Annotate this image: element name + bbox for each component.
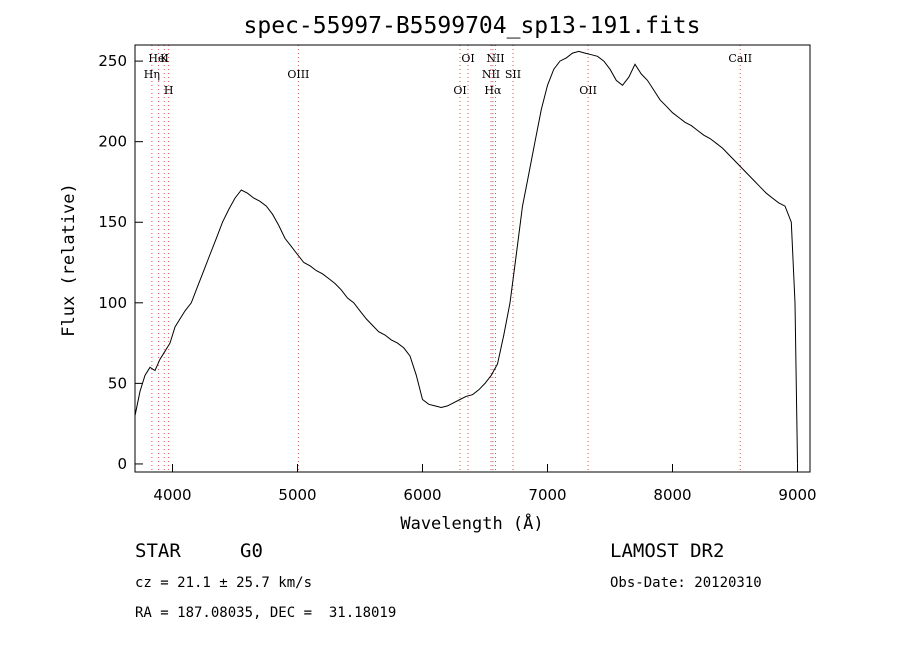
y-tick-label-1: 50 <box>108 374 127 392</box>
y-tick-label-2: 100 <box>98 294 127 312</box>
line-marker-label-1: Hη <box>144 68 160 81</box>
x-tick-label-2: 6000 <box>403 486 441 504</box>
cz-label: cz = 21.1 ± 25.7 km/s <box>135 575 313 591</box>
subclass-label: G0 <box>240 540 263 562</box>
spectrum-line <box>134 50 798 464</box>
obs-date-label: Obs-Date: 20120310 <box>610 575 762 591</box>
line-marker-label-8: Hα <box>484 84 502 97</box>
axis-tick-layer: 4000 5000 6000 7000 8000 9000 0 50 100 150 200 250 <box>98 52 816 504</box>
y-tick-label-5: 250 <box>98 52 127 70</box>
line-marker-label-10: SII <box>505 68 521 81</box>
x-axis-label: Wavelength (Å) <box>400 512 543 534</box>
y-tick-label-4: 200 <box>98 133 127 151</box>
survey-label: LAMOST DR2 <box>610 540 725 562</box>
line-marker-label-12: CaII <box>728 52 752 65</box>
y-tick-label-0: 0 <box>117 455 127 473</box>
radec-label: RA = 187.08035, DEC = 31.18019 <box>135 605 397 621</box>
line-marker-label-0: HeI <box>148 52 168 65</box>
x-tick-label-1: 5000 <box>278 486 316 504</box>
x-tick-label-3: 7000 <box>528 486 566 504</box>
line-marker-label-11: OII <box>579 84 597 97</box>
y-axis-label: Flux (relative) <box>59 183 79 337</box>
class-label: STAR <box>135 540 181 562</box>
line-marker-label-5: OI <box>453 84 466 97</box>
line-marker-label-2: H <box>164 84 174 97</box>
x-tick-label-4: 8000 <box>653 486 691 504</box>
y-tick-label-3: 150 <box>98 213 127 231</box>
line-marker-label-3: K <box>160 52 169 65</box>
x-tick-label-0: 4000 <box>153 486 191 504</box>
line-marker-label-9: NII <box>486 52 504 65</box>
line-marker-label-6: OI <box>461 52 474 65</box>
chart-title: spec-55997-B5599704_sp13-191.fits <box>244 13 701 39</box>
line-marker-label-7: NII <box>482 68 500 81</box>
x-tick-label-5: 9000 <box>778 486 816 504</box>
plot-frame <box>134 44 811 473</box>
line-marker-label-4: OIII <box>287 68 309 81</box>
